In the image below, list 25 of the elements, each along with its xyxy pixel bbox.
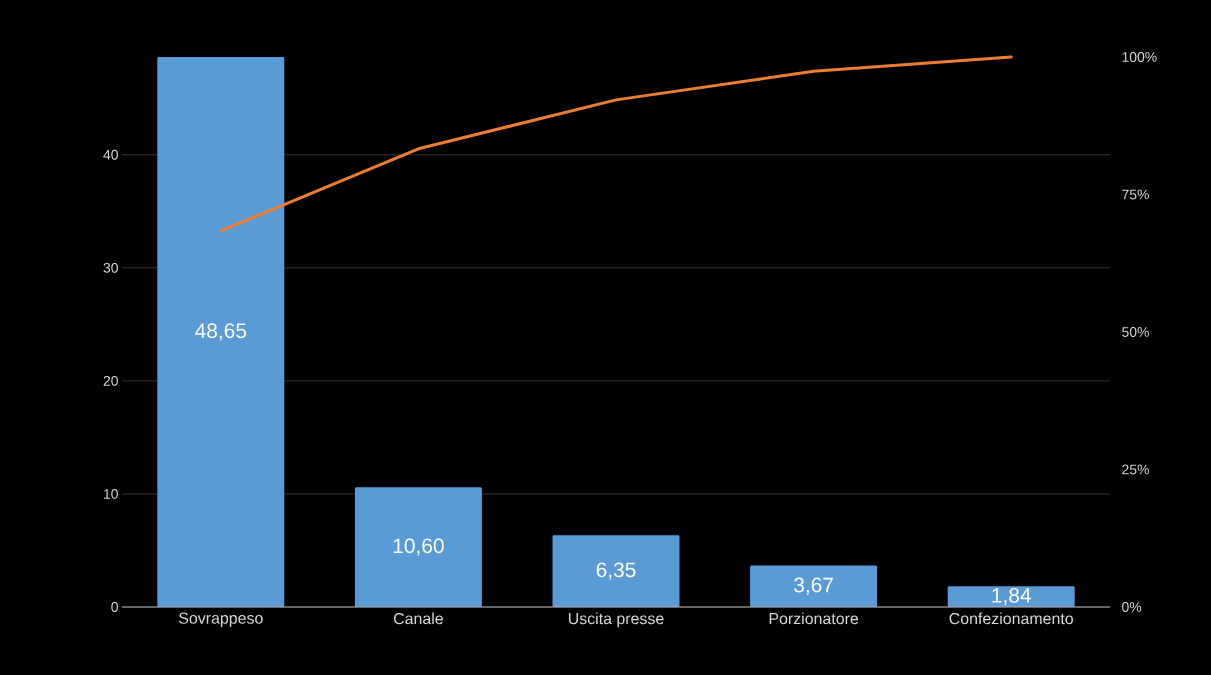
line-series [219,55,1013,233]
x-tick-label: Uscita presse [568,612,664,628]
y2-tick-label: 50% [1122,327,1149,337]
data-label: 10,60 [393,538,444,556]
bar [354,487,482,607]
x-tick-label: Canale [393,612,443,625]
x-tick-label: Porzionatore [769,612,859,625]
y-tick-label: 30 [103,262,118,273]
data-label: 48,65 [195,323,247,341]
y2-tick-label: 25% [1122,464,1149,475]
data-label: 1,84 [992,587,1031,606]
y2-tick-label: 0% [1122,602,1142,612]
bar [157,56,285,607]
bar [750,565,878,607]
data-label: 6,35 [596,562,636,580]
x-tick-label: Confezionamento [949,612,1073,625]
data-label: 3,67 [794,577,833,595]
x-tick-label: Sovrappeso [178,612,263,627]
y-tick-label: 40 [103,149,118,160]
y-tick-label: 20 [103,375,118,386]
y-tick-label: 10 [104,488,118,499]
bar [552,535,680,607]
y2-tick-label: 100% [1122,52,1157,62]
y-tick-label: 0 [111,602,118,612]
y2-tick-label: 75% [1122,189,1149,200]
